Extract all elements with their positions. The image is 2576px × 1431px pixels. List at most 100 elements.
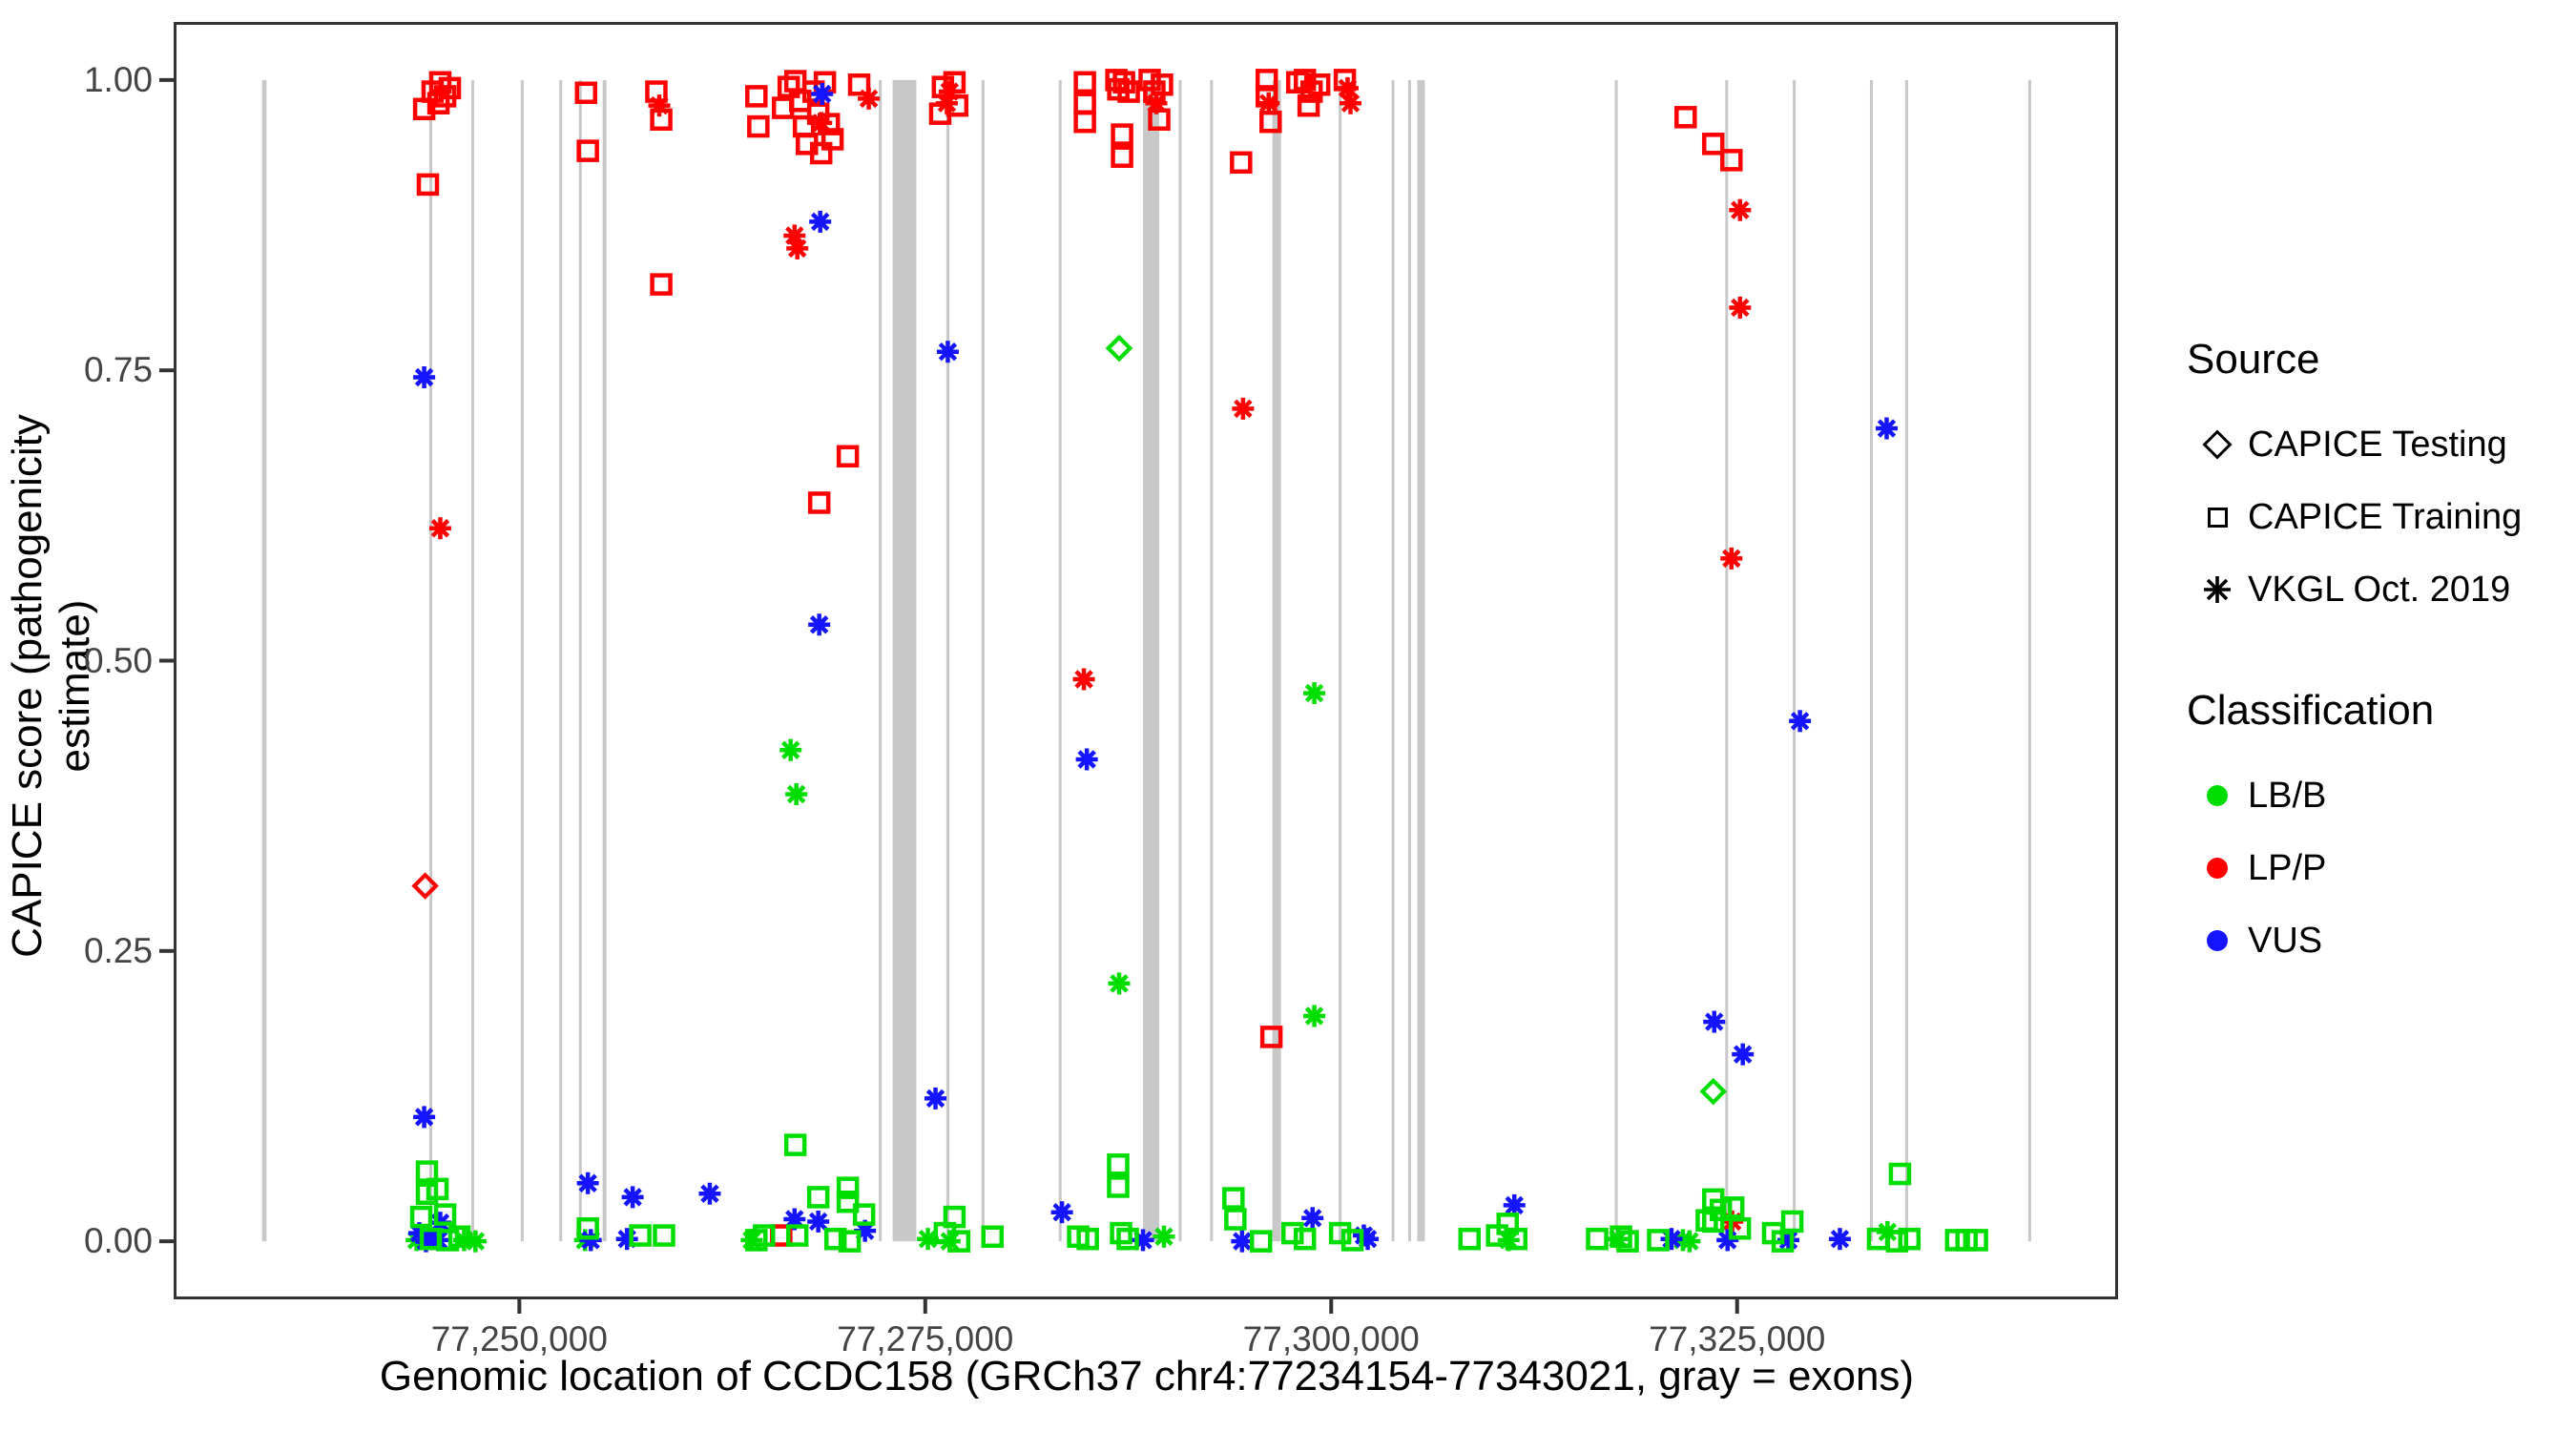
data-point bbox=[1107, 77, 1130, 101]
data-point bbox=[943, 1205, 966, 1229]
y-tick-label: 0.25 bbox=[83, 930, 153, 970]
data-point bbox=[847, 73, 871, 96]
exon-bar bbox=[559, 79, 563, 1242]
data-point bbox=[1703, 1010, 1726, 1033]
data-point bbox=[576, 139, 599, 162]
data-point bbox=[747, 114, 770, 138]
data-point bbox=[1293, 1227, 1317, 1251]
data-point bbox=[1875, 417, 1898, 440]
data-point bbox=[838, 1230, 862, 1253]
data-point bbox=[807, 1210, 830, 1233]
data-point bbox=[1729, 296, 1752, 319]
data-point bbox=[1647, 1229, 1670, 1252]
data-point bbox=[836, 1176, 860, 1199]
data-point bbox=[785, 782, 808, 805]
exon-bar bbox=[429, 79, 433, 1242]
data-point bbox=[1728, 1216, 1752, 1240]
data-point bbox=[1701, 133, 1725, 156]
data-point bbox=[1720, 149, 1743, 172]
data-point bbox=[433, 1203, 457, 1226]
data-point bbox=[1116, 1227, 1139, 1251]
data-point bbox=[779, 738, 802, 761]
data-point bbox=[1503, 1193, 1526, 1216]
exon-bar bbox=[879, 79, 883, 1242]
data-point bbox=[645, 80, 668, 103]
data-point bbox=[1111, 123, 1133, 146]
legend: Source CAPICE Testing CAPICE Training bbox=[2187, 336, 2559, 977]
data-point bbox=[1153, 1225, 1175, 1248]
data-point bbox=[1720, 547, 1743, 570]
data-point bbox=[786, 237, 809, 259]
x-tick-label: 77,275,000 bbox=[837, 1319, 1014, 1358]
data-point bbox=[836, 1190, 860, 1213]
data-point bbox=[811, 82, 834, 105]
data-point bbox=[1340, 92, 1362, 114]
data-point bbox=[1721, 1196, 1745, 1219]
exon-bar bbox=[602, 79, 607, 1242]
y-tick-label: 0.75 bbox=[83, 350, 153, 390]
data-point bbox=[413, 365, 436, 388]
exon-bar bbox=[892, 79, 917, 1242]
data-point bbox=[785, 1224, 809, 1247]
data-point bbox=[808, 613, 831, 636]
y-tick-label: 0.00 bbox=[83, 1221, 153, 1261]
legend-item-vus: VUS bbox=[2187, 904, 2559, 977]
data-point bbox=[653, 1224, 675, 1247]
data-point bbox=[981, 1225, 1005, 1249]
data-point bbox=[1610, 1225, 1632, 1249]
data-point bbox=[1232, 397, 1255, 420]
data-point bbox=[1259, 1026, 1283, 1048]
data-point bbox=[1709, 1198, 1733, 1222]
data-point bbox=[1297, 93, 1320, 117]
data-point bbox=[1898, 1227, 1922, 1251]
square-icon bbox=[2187, 507, 2248, 528]
data-point bbox=[1965, 1229, 1988, 1252]
data-point bbox=[807, 491, 831, 514]
exon-bar bbox=[1869, 79, 1874, 1242]
exon-bar bbox=[1339, 79, 1342, 1242]
exon-bar bbox=[470, 79, 474, 1242]
data-point bbox=[1231, 1230, 1254, 1253]
legend-item-lbb: LB/B bbox=[2187, 759, 2559, 832]
data-point bbox=[1073, 71, 1096, 94]
data-point bbox=[1678, 1230, 1701, 1253]
data-point bbox=[426, 92, 450, 114]
legend-item-label: LP/P bbox=[2248, 847, 2327, 888]
data-point bbox=[924, 1087, 947, 1110]
exon-bar bbox=[1272, 79, 1281, 1242]
data-point bbox=[1885, 1230, 1909, 1253]
data-point bbox=[823, 1227, 847, 1251]
exon-bar bbox=[1417, 79, 1425, 1242]
legend-item-capice-training: CAPICE Training bbox=[2187, 481, 2559, 553]
legend-item-label: LB/B bbox=[2248, 775, 2327, 816]
data-point bbox=[1699, 1077, 1728, 1106]
data-point bbox=[1110, 1221, 1132, 1245]
exon-bar bbox=[2027, 79, 2031, 1242]
data-point bbox=[411, 872, 439, 900]
legend-classification-title: Classification bbox=[2187, 687, 2435, 734]
x-tick-label: 77,325,000 bbox=[1649, 1319, 1826, 1358]
data-point bbox=[1073, 110, 1096, 134]
legend-item-capice-testing: CAPICE Testing bbox=[2187, 408, 2559, 481]
exon-bar bbox=[945, 79, 949, 1242]
legend-item-label: VKGL Oct. 2019 bbox=[2248, 569, 2511, 610]
data-point bbox=[1505, 1227, 1528, 1251]
green-dot-icon bbox=[2187, 785, 2248, 806]
data-point bbox=[416, 173, 440, 197]
data-point bbox=[836, 445, 860, 468]
exon-bar bbox=[1407, 79, 1412, 1242]
data-point bbox=[783, 224, 806, 247]
data-point bbox=[1230, 151, 1253, 175]
exon-bar bbox=[1210, 79, 1214, 1242]
data-point bbox=[1148, 108, 1171, 132]
blue-dot-icon bbox=[2187, 930, 2248, 951]
data-point bbox=[753, 1224, 776, 1247]
data-point bbox=[650, 273, 673, 296]
data-point bbox=[576, 1216, 599, 1240]
data-point bbox=[648, 94, 671, 117]
data-point bbox=[1789, 710, 1812, 733]
data-point bbox=[935, 92, 958, 114]
legend-item-label: CAPICE Testing bbox=[2248, 424, 2507, 465]
legend-item-label: VUS bbox=[2248, 920, 2323, 961]
exon-bar bbox=[1614, 79, 1618, 1242]
